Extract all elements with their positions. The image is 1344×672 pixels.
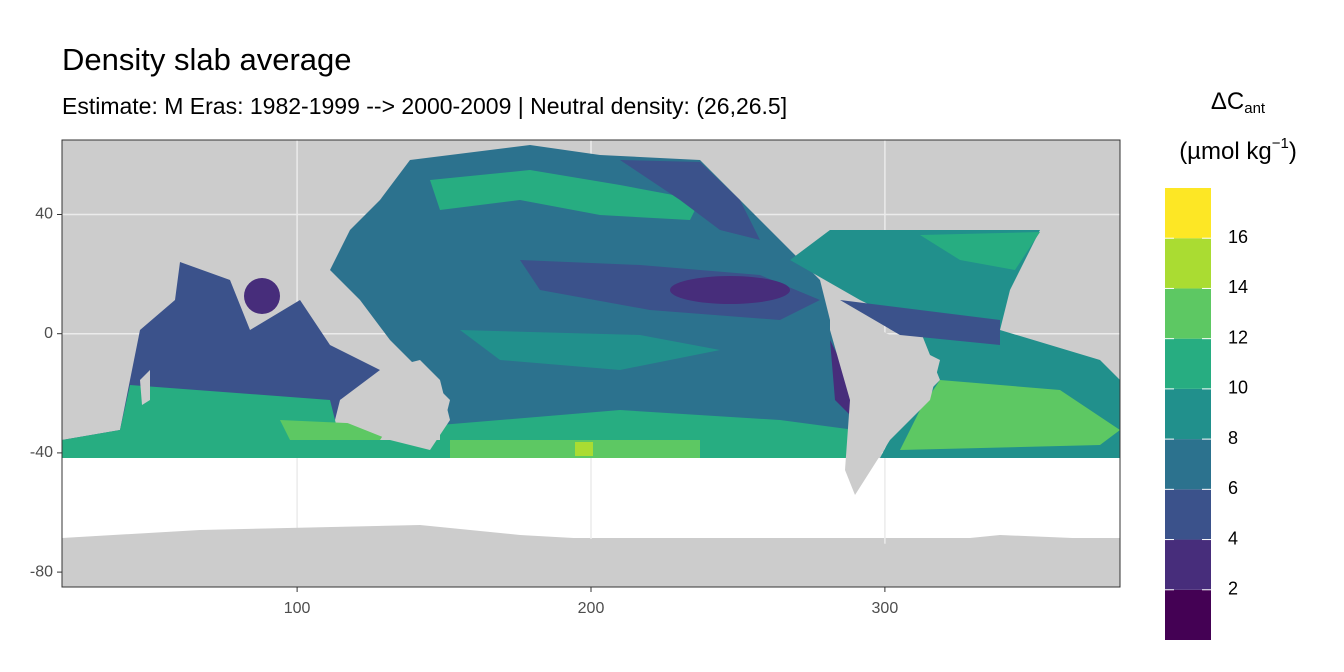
south-america (830, 310, 940, 495)
legend-swatch (1165, 589, 1211, 640)
antarctica (62, 525, 1120, 587)
legend-swatch (1165, 539, 1211, 590)
legend-tick-label: 4 (1228, 528, 1238, 548)
pacific-north-band (430, 170, 700, 220)
legend-swatch (1165, 188, 1211, 239)
x-tick-label: 300 (872, 600, 899, 617)
legend-tick-label: 8 (1228, 428, 1238, 448)
pacific-north-east (620, 160, 760, 240)
indian-band (62, 385, 440, 458)
pacific-min (670, 276, 790, 304)
legend-swatch (1165, 238, 1211, 289)
pacific-south-mid (460, 330, 720, 370)
y-tick-label: -80 (30, 563, 53, 580)
legend-tick-label: 16 (1228, 227, 1248, 247)
map (62, 140, 1120, 587)
madagascar (140, 370, 150, 405)
legend-unit: (µmol kg−1) (1179, 135, 1297, 165)
peru-patch (830, 340, 855, 420)
legend-tick-label: 14 (1228, 277, 1248, 297)
pacific-max (575, 442, 593, 456)
y-tick-label: 0 (44, 325, 53, 342)
legend-swatch (1165, 288, 1211, 339)
y-tick-label: 40 (35, 206, 53, 223)
bay-patch (244, 278, 280, 314)
chart-subtitle: Estimate: M Eras: 1982-1999 --> 2000-200… (62, 93, 787, 119)
legend-title: ΔCant (1211, 88, 1266, 117)
legend-tick-label: 2 (1228, 579, 1238, 599)
x-tick-label: 100 (284, 600, 311, 617)
x-tick-label: 200 (578, 600, 605, 617)
y-tick-label: -40 (30, 444, 53, 461)
atlantic-equator (840, 300, 1000, 345)
legend-tick-label: 12 (1228, 327, 1248, 347)
legend-tick-label: 6 (1228, 478, 1238, 498)
atlantic-north-band (920, 232, 1040, 270)
australia (340, 360, 450, 450)
legend-tick-label: 10 (1228, 378, 1248, 398)
atlantic-south-patch (900, 380, 1120, 450)
legend-swatch (1165, 338, 1211, 389)
legend-swatch (1165, 388, 1211, 440)
legend-swatch (1165, 439, 1211, 490)
legend-swatch (1165, 489, 1211, 540)
chart-title: Density slab average (62, 42, 352, 77)
